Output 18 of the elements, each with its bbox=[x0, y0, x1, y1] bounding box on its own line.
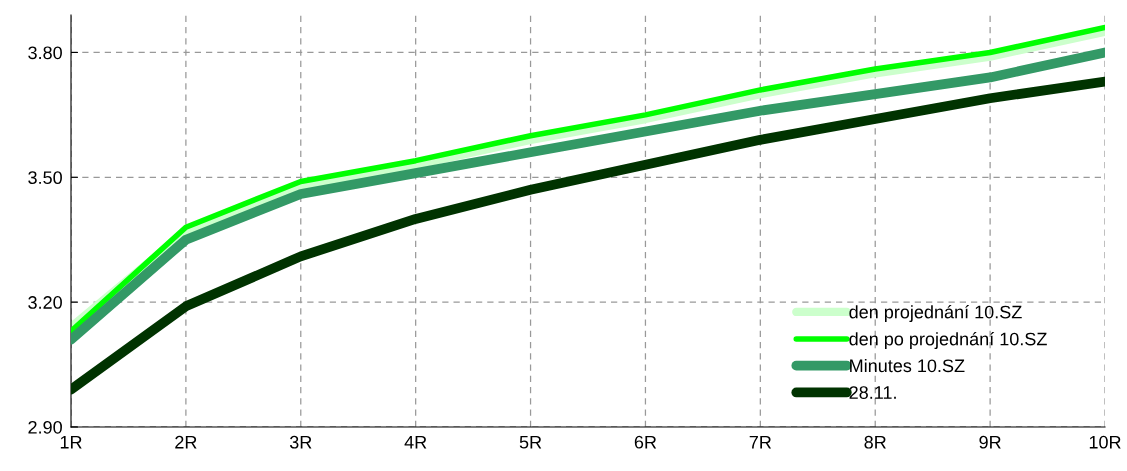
y-tick-label: 2.90 bbox=[28, 420, 62, 434]
x-tick-label: 4R bbox=[404, 436, 427, 449]
x-tick-label: 5R bbox=[519, 436, 542, 449]
x-tick-label: 7R bbox=[749, 436, 772, 449]
y-tick-label: 3.50 bbox=[28, 171, 62, 185]
legend-label: den po projednání 10.SZ bbox=[849, 331, 1047, 349]
x-tick-label: 9R bbox=[979, 435, 1001, 449]
x-tick-label: 1R bbox=[60, 436, 82, 449]
x-tick-label: 6R bbox=[634, 435, 657, 449]
x-tick-label: 10R bbox=[1089, 435, 1121, 449]
legend-label: Minutes 10.SZ bbox=[850, 358, 965, 373]
x-tick-label: 8R bbox=[864, 435, 886, 449]
y-tick-label: 3.20 bbox=[28, 296, 62, 309]
x-tick-label: 2R bbox=[175, 435, 197, 449]
legend-label: 28.11. bbox=[849, 386, 896, 399]
y-tick-label: 3.80 bbox=[28, 46, 62, 60]
x-tick-label: 3R bbox=[289, 435, 312, 449]
legend-label: den projednání 10.SZ bbox=[849, 304, 1022, 323]
